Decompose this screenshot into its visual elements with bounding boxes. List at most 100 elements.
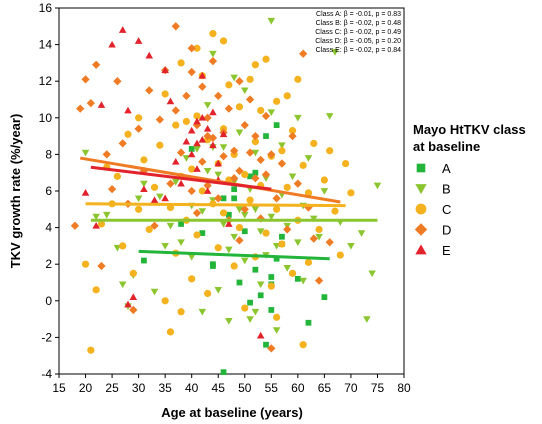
data-point (299, 49, 308, 58)
y-tick-label: 12 (39, 74, 53, 88)
data-point (235, 206, 244, 214)
data-point (198, 208, 207, 215)
y-tick-label: 14 (39, 38, 53, 52)
data-point (272, 327, 281, 334)
data-point (97, 220, 106, 228)
legend-marker (415, 184, 427, 195)
data-point (288, 269, 297, 277)
data-point (272, 194, 281, 203)
y-tick-label: 16 (39, 1, 53, 15)
data-point (150, 221, 159, 230)
x-tick-label: 80 (397, 381, 411, 395)
data-point (293, 179, 302, 188)
x-axis: 15 20 25 30 35 40 45 50 55 60 65 70 75 80 (52, 374, 411, 395)
data-point (113, 77, 122, 86)
series-a-points (141, 122, 328, 376)
data-point (219, 221, 228, 228)
trend-line-e (90, 165, 272, 191)
data-point (203, 181, 212, 190)
data-point (81, 260, 90, 268)
trend-line-d (79, 156, 341, 204)
data-point (310, 139, 318, 148)
data-point (193, 231, 201, 239)
data-point (251, 206, 260, 214)
data-point (256, 331, 265, 339)
data-point (331, 49, 339, 56)
data-point (176, 148, 186, 157)
data-point (220, 195, 227, 202)
data-point (92, 60, 101, 69)
legend-title-line-1: Mayo HtTKV class (413, 122, 526, 137)
y-tick-label: 4 (45, 221, 52, 235)
legend-marker (414, 223, 428, 236)
data-point (294, 275, 301, 282)
data-point (241, 228, 248, 235)
data-point (241, 170, 249, 179)
data-point (278, 142, 286, 150)
data-point (267, 17, 276, 25)
data-point (219, 37, 228, 45)
data-point (273, 122, 280, 128)
data-point (204, 289, 212, 298)
data-point (246, 316, 254, 323)
data-point (267, 344, 276, 353)
data-point (246, 196, 254, 204)
data-point (278, 240, 286, 248)
data-point (325, 238, 334, 247)
data-point (235, 236, 244, 245)
data-point (199, 230, 206, 236)
data-point (315, 225, 323, 234)
data-point (198, 157, 207, 166)
data-point (245, 95, 255, 104)
x-tick-label: 40 (185, 381, 199, 395)
data-point (166, 97, 175, 105)
data-point (102, 150, 111, 159)
data-point (304, 258, 313, 266)
data-point (235, 103, 244, 111)
data-point (252, 266, 259, 273)
data-point (288, 127, 297, 135)
data-point (262, 55, 270, 63)
data-point (161, 90, 169, 98)
data-point (118, 26, 127, 33)
data-point (140, 185, 148, 193)
data-point (230, 262, 238, 270)
legend-label: B (442, 182, 451, 197)
data-point (156, 193, 164, 201)
data-point (145, 86, 154, 95)
data-point (129, 269, 137, 277)
data-point (209, 50, 217, 58)
data-point (267, 213, 276, 221)
data-point (363, 316, 371, 323)
stats-line-b: Class B: β = -0.02, p = 0.48 (316, 20, 401, 27)
y-tick-label: 10 (39, 111, 53, 125)
data-point (177, 59, 185, 67)
data-point (257, 106, 265, 115)
data-point (279, 233, 285, 240)
data-point (225, 81, 233, 89)
data-point (256, 281, 265, 289)
data-point (166, 328, 175, 336)
stats-line-c: Class C: β = -0.02, p = 0.49 (315, 29, 401, 36)
data-point (198, 82, 207, 91)
data-point (251, 308, 260, 316)
data-point (198, 135, 207, 143)
data-point (182, 137, 191, 145)
data-point (336, 251, 344, 259)
data-point (273, 313, 281, 321)
data-point (178, 221, 184, 227)
data-point (187, 44, 196, 53)
x-tick-label: 65 (318, 381, 332, 395)
data-point (81, 75, 90, 84)
legend-marker (415, 244, 427, 255)
data-point (219, 144, 228, 151)
series-b-points (81, 17, 382, 334)
data-point (171, 157, 180, 165)
data-point (219, 209, 228, 217)
data-point (320, 176, 328, 184)
legend-marker (415, 203, 427, 215)
legend-title-line-2: at baseline (413, 139, 480, 154)
data-point (283, 225, 292, 234)
data-point (108, 40, 116, 48)
data-point (263, 133, 269, 139)
